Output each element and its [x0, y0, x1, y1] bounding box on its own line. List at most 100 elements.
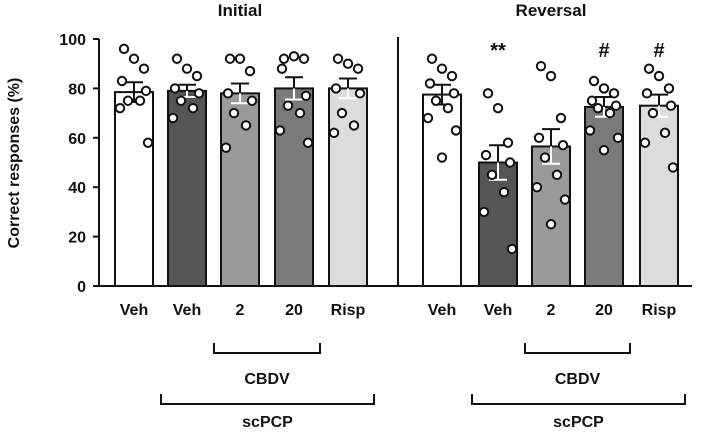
data-point	[228, 107, 240, 119]
data-point	[222, 88, 234, 99]
points-layer	[114, 43, 679, 255]
data-point	[592, 102, 604, 114]
data-point	[142, 137, 154, 148]
data-point	[332, 53, 344, 64]
y-tick-label: 40	[68, 180, 86, 197]
bar	[422, 93, 462, 287]
data-point	[140, 85, 152, 97]
data-point	[663, 83, 675, 94]
data-point	[240, 120, 252, 131]
x-tick-label: Veh	[484, 302, 512, 319]
data-point	[498, 186, 510, 198]
y-tick-label: 80	[68, 81, 86, 98]
group-bracket-label: CBDV	[555, 371, 601, 388]
data-point	[116, 75, 128, 87]
data-point	[430, 95, 442, 106]
data-point	[610, 100, 622, 111]
data-point	[436, 63, 448, 74]
data-point	[480, 149, 492, 161]
bar	[114, 91, 154, 288]
data-point	[659, 127, 671, 139]
x-tick-label: Risp	[642, 302, 677, 319]
bar	[274, 87, 314, 288]
data-point	[504, 157, 516, 168]
data-point	[191, 70, 203, 82]
data-point	[114, 102, 126, 114]
significance-annotation: #	[598, 40, 609, 62]
data-point	[294, 107, 306, 119]
data-point	[535, 60, 547, 72]
bar	[478, 161, 518, 287]
data-point	[138, 63, 150, 74]
group-bracket	[213, 343, 321, 354]
data-point	[181, 63, 193, 74]
bar	[328, 87, 368, 288]
data-point	[667, 162, 679, 173]
data-point	[224, 53, 236, 64]
data-point	[128, 53, 140, 64]
bar	[639, 104, 679, 287]
group-bracket	[471, 394, 686, 405]
x-tick-label: 20	[285, 302, 303, 319]
data-point	[665, 100, 677, 111]
data-point	[598, 144, 610, 156]
group-bracket-label: scPCP	[553, 414, 604, 431]
data-point	[639, 137, 651, 148]
y-tick-label: 100	[59, 32, 86, 49]
data-point	[134, 95, 146, 106]
bar	[531, 145, 571, 287]
data-point	[422, 112, 434, 124]
data-point	[246, 95, 258, 106]
x-tick-label: Risp	[331, 302, 366, 319]
data-point	[641, 88, 653, 99]
data-point	[506, 243, 518, 255]
data-point	[604, 107, 616, 119]
data-point	[424, 78, 436, 89]
y-tick-label: 60	[68, 131, 86, 148]
data-point	[122, 95, 134, 106]
group-bracket-label: scPCP	[242, 414, 293, 431]
data-point	[586, 95, 598, 106]
panel-title: Reversal	[516, 1, 587, 20]
data-point	[557, 140, 569, 151]
group-bracket-label: CBDV	[244, 371, 290, 388]
data-point	[171, 53, 183, 64]
x-tick-label: Veh	[173, 302, 201, 319]
data-point	[478, 206, 490, 218]
data-point	[175, 95, 187, 106]
data-point	[336, 107, 348, 119]
data-point	[330, 83, 342, 94]
labels-layer: 0 20 40 60 80 100 Initial Veh Veh 2 20 Risp CBDV scPC…	[59, 1, 676, 431]
y-tick-label: 0	[77, 279, 86, 296]
data-point	[167, 112, 179, 124]
data-point	[118, 43, 130, 55]
data-point	[598, 83, 610, 94]
y-tick-label: 20	[68, 230, 86, 247]
data-point	[502, 137, 514, 148]
data-point	[442, 102, 454, 114]
data-point	[244, 65, 256, 77]
bar	[220, 92, 260, 287]
data-point	[234, 53, 246, 64]
x-tick-label: 20	[595, 302, 613, 319]
panel-title: Initial	[218, 1, 262, 20]
data-point	[288, 51, 300, 62]
x-tick-label: 2	[236, 302, 245, 319]
data-point	[612, 132, 624, 144]
bars-layer	[114, 76, 679, 288]
significance-annotation: #	[653, 40, 664, 62]
bar	[167, 89, 207, 288]
data-point	[545, 219, 557, 230]
data-point	[482, 88, 494, 99]
data-point	[436, 152, 448, 163]
data-point	[426, 53, 438, 64]
data-point	[276, 63, 288, 74]
data-point	[278, 53, 290, 64]
data-point	[187, 102, 199, 114]
data-point	[446, 70, 458, 82]
data-point	[300, 90, 312, 102]
data-point	[486, 169, 498, 181]
data-point	[588, 75, 600, 87]
data-point	[584, 125, 596, 136]
